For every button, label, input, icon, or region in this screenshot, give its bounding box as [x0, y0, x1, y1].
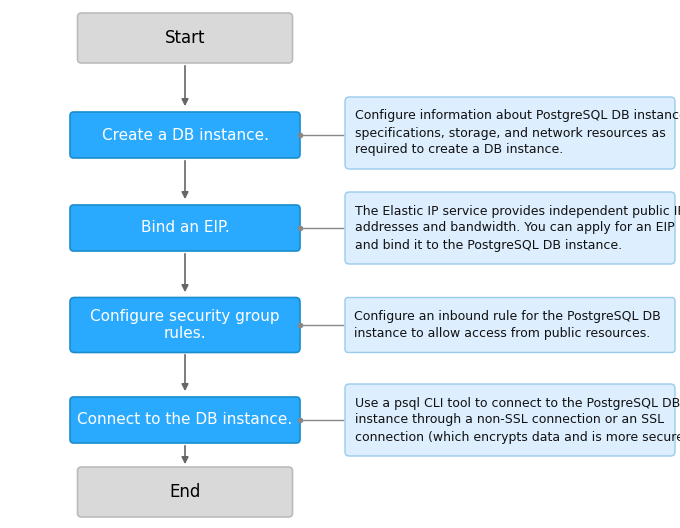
Text: End: End	[169, 483, 201, 501]
FancyBboxPatch shape	[78, 467, 292, 517]
FancyBboxPatch shape	[345, 297, 675, 353]
Text: Use a psql CLI tool to connect to the PostgreSQL DB
instance through a non-SSL c: Use a psql CLI tool to connect to the Po…	[356, 397, 680, 444]
Text: Configure information about PostgreSQL DB instance
specifications, storage, and : Configure information about PostgreSQL D…	[356, 109, 680, 156]
Text: Configure an inbound rule for the PostgreSQL DB
instance to allow access from pu: Configure an inbound rule for the Postgr…	[354, 310, 661, 340]
FancyBboxPatch shape	[70, 397, 300, 443]
FancyBboxPatch shape	[345, 192, 675, 264]
FancyBboxPatch shape	[70, 205, 300, 251]
Text: Bind an EIP.: Bind an EIP.	[141, 221, 229, 235]
FancyBboxPatch shape	[345, 384, 675, 456]
Text: Configure security group
rules.: Configure security group rules.	[90, 309, 279, 341]
Text: Start: Start	[165, 29, 205, 47]
FancyBboxPatch shape	[70, 297, 300, 353]
Text: Create a DB instance.: Create a DB instance.	[101, 127, 269, 143]
Text: The Elastic IP service provides independent public IP
addresses and bandwidth. Y: The Elastic IP service provides independ…	[356, 204, 680, 251]
FancyBboxPatch shape	[70, 112, 300, 158]
Text: Connect to the DB instance.: Connect to the DB instance.	[78, 412, 292, 428]
FancyBboxPatch shape	[345, 97, 675, 169]
FancyBboxPatch shape	[78, 13, 292, 63]
